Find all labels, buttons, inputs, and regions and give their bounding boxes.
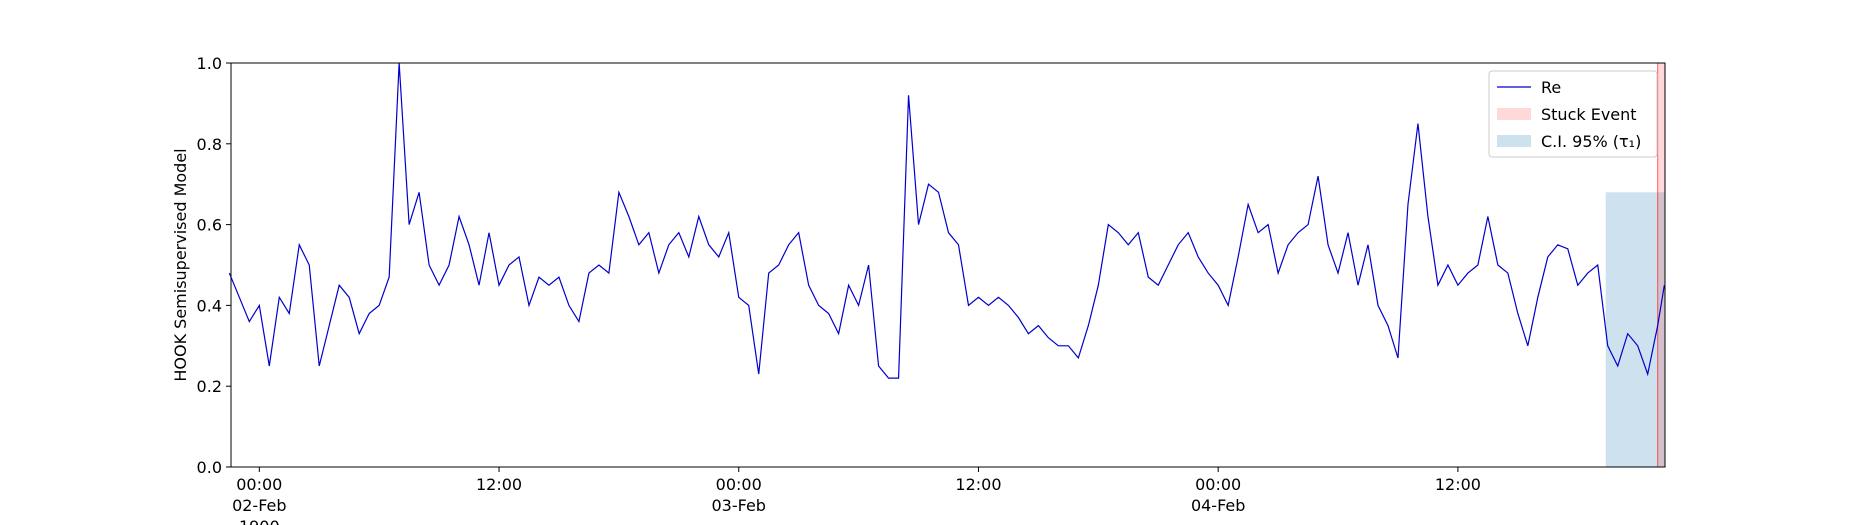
y-tick-label: 1.0 [197, 54, 222, 73]
y-tick-label: 0.4 [197, 296, 222, 315]
legend-box [1488, 70, 1658, 158]
legend-label: Re [1541, 78, 1561, 97]
stuck-event-span [1657, 62, 1666, 468]
plot-frame [230, 62, 1666, 468]
data-line [228, 62, 1665, 379]
y-axis-label: HOOK Semisupervised Model [171, 148, 190, 381]
y-tick-label: 0.0 [197, 458, 222, 477]
x-tick-label: 00:00 03-Feb [711, 475, 766, 515]
legend-patch [1497, 135, 1531, 147]
x-tick-label: 00:00 02-Feb 1900 [232, 475, 287, 525]
y-tick-label: 0.6 [197, 216, 222, 235]
legend-label: Stuck Event [1541, 105, 1637, 124]
x-tick-label: 00:00 04-Feb [1190, 475, 1246, 515]
y-tick-label: 0.8 [197, 135, 222, 154]
y-tick-label: 0.2 [197, 377, 222, 396]
x-tick-label: 12:00 [1434, 475, 1481, 494]
x-tick-label: 12:00 [475, 475, 523, 494]
x-tick-label: 12:00 [955, 475, 1002, 494]
ci-span [1605, 192, 1665, 467]
legend-label: C.I. 95% (τ₁) [1541, 132, 1641, 151]
legend-patch [1497, 108, 1531, 120]
